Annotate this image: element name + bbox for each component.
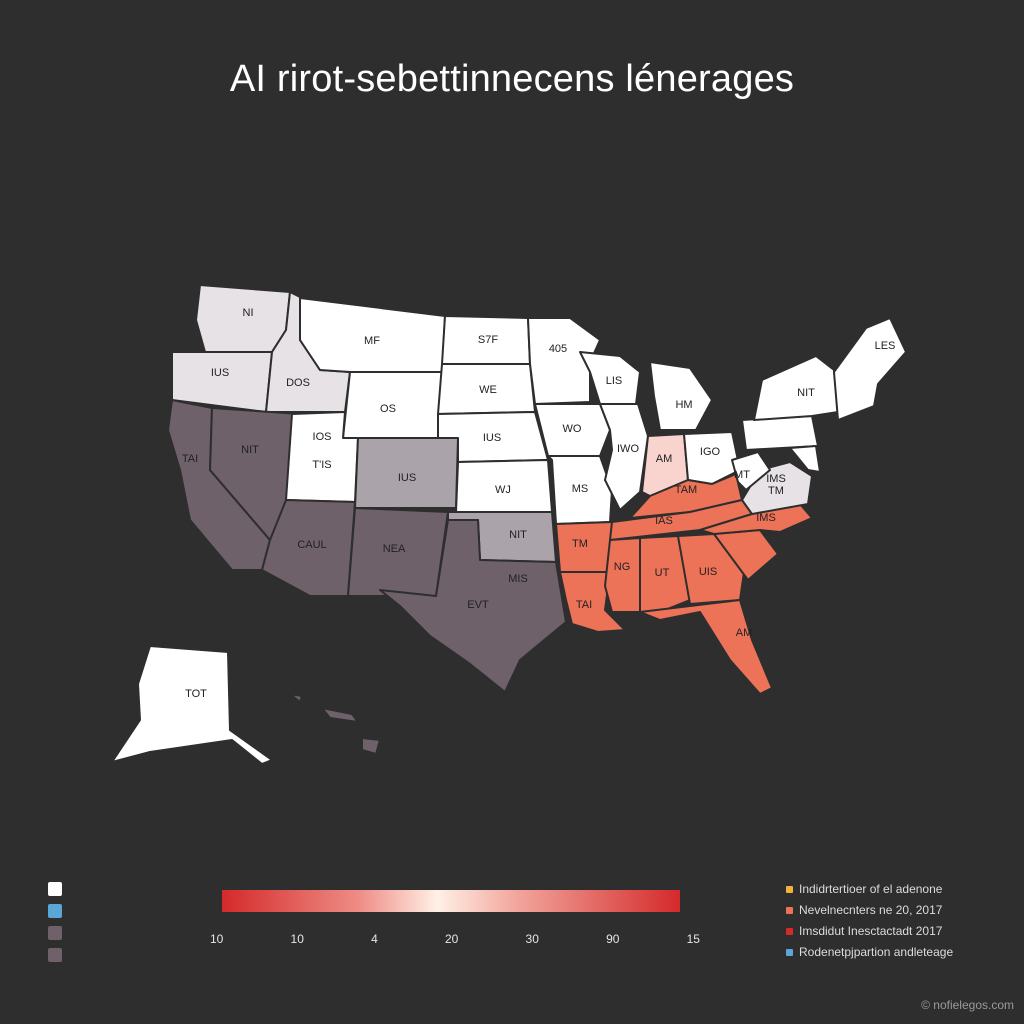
scale-tick: 90 [606,932,620,946]
state-label-ar: TM [572,538,588,550]
state-ky [629,473,743,519]
state-label-tn: IAS [655,515,673,527]
state-il [599,403,649,511]
scale-tick: 10 [210,932,224,946]
legend-item: Indidrtertioer of el adenone [786,882,953,896]
swatch-mauve-dark [48,948,62,962]
state-label-oh: IGO [700,446,721,458]
state-label-mo: MS [572,483,589,495]
state-az [261,499,356,597]
state-md [789,445,821,473]
scale-tick: 15 [686,932,700,946]
state-label-az: CAUL [297,539,326,551]
state-label-mi: HM [675,399,692,411]
map-small-label: TAI [182,453,198,465]
state-label-ak: TOT [185,688,207,700]
state-ny [753,355,839,421]
state-label-wy: OS [380,403,396,415]
map-small-label: IMS [766,473,786,485]
state-label-nd: S7F [478,334,498,346]
state-label-id: DOS [286,377,310,389]
state-fl [639,599,773,695]
state-mi [649,361,713,431]
legend: Indidrtertioer of el adenone Nevelnecnte… [786,882,953,966]
state-label-nc: IMS [756,512,776,524]
state-label-ky: TAM [675,484,697,496]
state-label-wi: LIS [606,375,623,387]
state-ne_states [833,317,907,421]
state-label-nm: NEA [383,543,406,555]
state-label-wa: NI [243,307,254,319]
state-label-tx: EVT [467,599,489,611]
state-hi [289,693,381,755]
scale-tick: 20 [444,932,459,946]
legend-dot [786,906,793,914]
legend-dot [786,885,793,893]
scale-tick: 10 [290,932,304,946]
state-ms [604,537,641,613]
legend-label: Rodenetpjpartion andleteage [799,945,954,959]
state-label-ms: NG [614,561,631,573]
state-label-mt: MF [364,335,380,347]
state-label-or: IUS [211,367,229,379]
state-label-ne_states: LES [875,340,896,352]
state-label-ia: WO [563,423,582,435]
swatch-white [48,882,62,896]
state-label-il: IWO [617,443,639,455]
state-label-ne: IUS [483,432,501,444]
state-oh [683,431,741,485]
state-label-sd: WE [479,384,497,396]
state-label-wv: MT [734,469,750,481]
map-small-label: IOS [313,431,332,443]
state-label-la: TAI [576,599,592,611]
state-label-ny: NIT [797,387,815,399]
legend-item: Rodenetpjpartion andleteage [786,945,953,959]
legend-label: Indidrtertioer of el adenone [799,882,943,896]
state-ia [534,403,611,457]
state-label-ut: T'IS [312,459,331,471]
state-wv [731,451,771,491]
state-label-ga: UIS [699,566,717,578]
color-scale-ticks: 10 10 4 20 30 90 15 [210,932,700,946]
state-label-mn: 405 [549,343,567,355]
state-label-fl: AM [736,627,753,639]
map-small-label: MIS [508,573,528,585]
legend-dot [786,948,793,956]
legend-dot [786,927,793,935]
swatch-blue [48,904,62,918]
state-label-nv: NIT [241,444,259,456]
legend-item: Nevelnecnters ne 20, 2017 [786,903,953,917]
map-small-label: TM [768,485,784,497]
state-label-ks: WJ [495,484,511,496]
state-label-ok: NIT [509,529,527,541]
state-label-al: UT [655,567,670,579]
legend-item: Imsdidut Inesctactadt 2017 [786,924,953,938]
state-pa [741,415,819,451]
credit: © nofielegos.com [921,998,1014,1012]
color-scale-bar [222,890,680,912]
state-label-co: IUS [398,472,416,484]
state-tx [379,519,567,693]
state-label-in: AM [656,453,673,465]
scale-tick: 30 [525,932,539,946]
legend-label: Nevelnecnters ne 20, 2017 [799,903,943,917]
scale-tick: 4 [371,932,378,946]
state-ak [111,645,273,765]
map-title: AI rirot-sebettinnecens lénerages [229,58,795,100]
state-al [639,535,691,613]
legend-label: Imsdidut Inesctactadt 2017 [799,924,943,938]
swatch-legend [48,882,62,970]
state-mn [527,317,601,405]
swatch-mauve [48,926,62,940]
